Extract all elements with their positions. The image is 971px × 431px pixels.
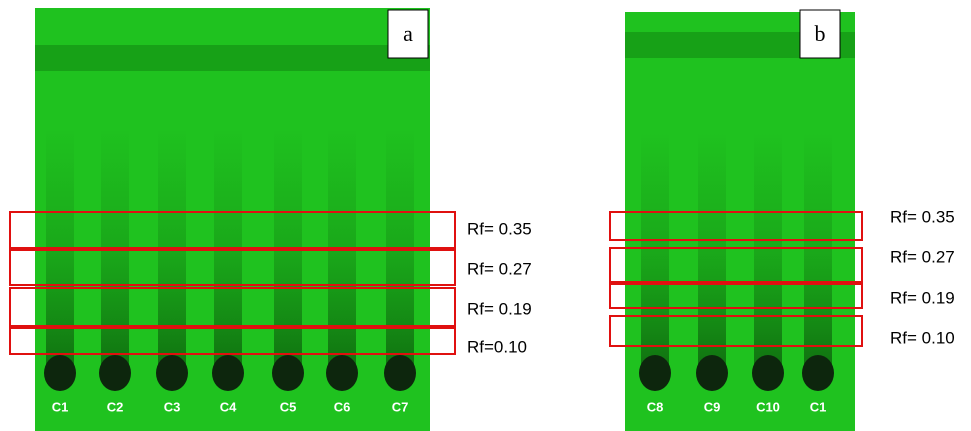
rf-label: Rf= 0.35 — [890, 207, 955, 226]
lane-label: C1 — [810, 399, 827, 414]
rf-box — [9, 287, 456, 327]
lane-label: C10 — [756, 399, 780, 414]
panel-tag: a — [403, 21, 413, 46]
lane-label: C7 — [392, 399, 409, 414]
lane-label: C4 — [220, 399, 237, 414]
lane-label: C1 — [52, 399, 69, 414]
spot — [272, 355, 304, 391]
spot — [696, 355, 728, 391]
spot — [156, 355, 188, 391]
rf-box — [609, 315, 863, 347]
lane-label: C8 — [647, 399, 664, 414]
rf-label: Rf= 0.27 — [890, 247, 955, 266]
rf-box — [609, 211, 863, 241]
lane-label: C2 — [107, 399, 124, 414]
rf-box — [609, 247, 863, 283]
lane-streak — [698, 132, 726, 373]
spot — [212, 355, 244, 391]
rf-label: Rf= 0.19 — [890, 288, 955, 307]
lane-label: C3 — [164, 399, 181, 414]
rf-box — [9, 327, 456, 355]
solvent-front — [35, 45, 430, 71]
lane-label: C5 — [280, 399, 297, 414]
spot — [639, 355, 671, 391]
lane-label: C6 — [334, 399, 351, 414]
spot — [44, 355, 76, 391]
spot — [99, 355, 131, 391]
panel-tag-box — [799, 9, 841, 59]
rf-label: Rf=0.10 — [467, 337, 527, 356]
spot — [752, 355, 784, 391]
spot — [326, 355, 358, 391]
spot — [802, 355, 834, 391]
spot — [384, 355, 416, 391]
rf-label: Rf= 0.27 — [467, 259, 532, 278]
lane-streak — [804, 132, 832, 373]
rf-label: Rf= 0.19 — [467, 299, 532, 318]
rf-label: Rf= 0.10 — [890, 328, 955, 347]
rf-box — [609, 283, 863, 309]
rf-box — [9, 249, 456, 286]
lane-label: C9 — [704, 399, 721, 414]
rf-label: Rf= 0.35 — [467, 219, 532, 238]
rf-box — [9, 211, 456, 249]
lane-streak — [641, 132, 669, 373]
panel-tag-box — [387, 9, 429, 59]
lane-streak — [754, 132, 782, 373]
panel-tag: b — [815, 21, 826, 46]
